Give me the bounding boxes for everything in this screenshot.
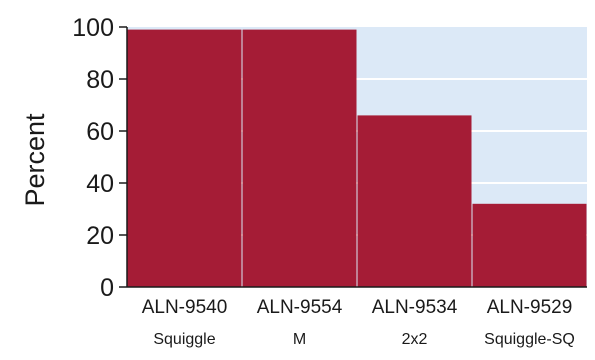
x-tick-sublabel: M xyxy=(293,331,306,348)
y-tick-labels: 0 20 40 60 80 100 xyxy=(72,14,114,302)
x-category-labels: ALN-9540 Squiggle ALN-9554 M ALN-9534 2x2 ALN-… xyxy=(142,297,575,348)
y-tick-label: 20 xyxy=(86,222,114,250)
y-tick-label: 80 xyxy=(86,66,114,94)
y-axis-title: Percent xyxy=(20,113,50,207)
bar xyxy=(472,203,587,287)
x-tick-sublabel: Squiggle xyxy=(153,331,215,348)
y-tick-label: 40 xyxy=(86,170,114,198)
x-tick-label: ALN-9554 xyxy=(257,297,343,318)
y-tick-label: 0 xyxy=(100,274,114,302)
x-tick-sublabel: 2x2 xyxy=(402,331,428,348)
bar xyxy=(242,29,357,287)
y-tick-label: 60 xyxy=(86,118,114,146)
x-tick-label: ALN-9540 xyxy=(142,297,228,318)
y-tick-label: 100 xyxy=(72,14,114,42)
bars xyxy=(127,29,587,288)
bar xyxy=(127,29,242,287)
axes xyxy=(119,26,587,288)
x-tick-sublabel: Squiggle-SQ xyxy=(484,331,575,348)
bar xyxy=(357,115,472,288)
x-tick-label: ALN-9534 xyxy=(372,297,458,318)
x-tick-label: ALN-9529 xyxy=(487,297,573,318)
